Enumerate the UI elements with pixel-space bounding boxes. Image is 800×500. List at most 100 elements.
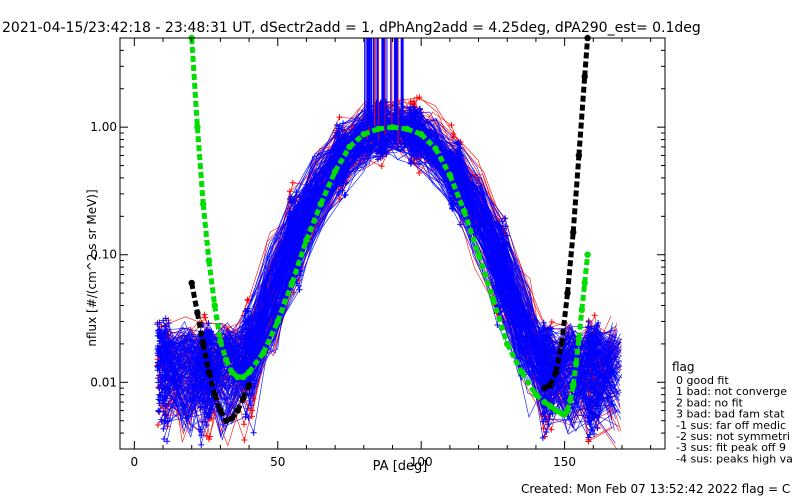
y-axis-label: nflux [#/(cm^2 s sr MeV)] [85, 189, 99, 346]
fit-segment [582, 254, 591, 284]
fit-segment [212, 305, 223, 342]
trace-marker [288, 262, 295, 269]
trace-marker [242, 350, 249, 357]
trace-marker [295, 282, 302, 289]
y-tick-label: 1.00 [90, 120, 117, 134]
fit-segment [206, 260, 218, 306]
trace-marker [207, 433, 214, 440]
legend-entry: -1 sus: far off medic [676, 419, 786, 432]
trace-marker [165, 320, 172, 327]
fit-segment [543, 382, 552, 391]
trace-marker [494, 321, 501, 328]
trace-marker [591, 312, 598, 319]
trace-marker [160, 425, 167, 432]
trace-marker [448, 122, 455, 129]
legend-entry: -3 sus: fit peak off 9 [676, 441, 786, 454]
trace-line [165, 148, 612, 419]
trace-line [159, 127, 617, 424]
trace-marker [587, 431, 594, 438]
trace-marker [334, 153, 341, 160]
fit-segment [565, 232, 576, 294]
trace-marker [163, 395, 170, 402]
fit-segment [189, 37, 200, 128]
fit-segment [225, 416, 233, 424]
fit-segment [362, 126, 380, 137]
trace-marker [291, 218, 298, 225]
trace-marker [377, 153, 384, 160]
fit-segment [476, 253, 496, 300]
trace-marker [539, 434, 546, 441]
fit-segment [218, 409, 229, 422]
fit-segment [543, 400, 552, 409]
fit-segment [548, 404, 558, 413]
fit-segment [392, 124, 408, 132]
fit-segment [562, 409, 570, 416]
fit-segment [576, 309, 585, 339]
trace-marker [457, 221, 464, 228]
trace-line [157, 118, 611, 419]
trace-marker [204, 336, 211, 343]
trace-marker [375, 145, 382, 152]
trace-marker [549, 410, 556, 417]
trace-marker [201, 311, 208, 318]
fit-segment [461, 210, 481, 256]
fit-segment [567, 384, 576, 401]
trace-marker [162, 329, 169, 336]
x-tick-label: 150 [553, 455, 576, 469]
fit-segment [247, 351, 266, 374]
trace-marker [410, 117, 417, 124]
legend-entry: 0 good fit [676, 374, 729, 387]
trace-marker [162, 315, 169, 322]
trace-marker [156, 383, 163, 390]
trace-marker [335, 125, 342, 132]
fit-segment [347, 132, 366, 149]
fit-segment [218, 340, 229, 361]
trace-marker [287, 244, 294, 251]
fit-segment [200, 343, 212, 373]
trace-marker [198, 441, 205, 448]
trace-marker [244, 341, 251, 348]
fit-segment [570, 155, 582, 233]
trace-marker [502, 215, 509, 222]
fit-curve-1 [188, 34, 591, 424]
trace-marker [458, 152, 465, 159]
trace-marker [160, 408, 167, 415]
trace-marker [546, 411, 553, 418]
trace-marker [413, 138, 420, 145]
trace-marker [585, 434, 592, 441]
fit-segment [553, 343, 565, 373]
trace-marker [161, 371, 168, 378]
trace-line [163, 115, 621, 440]
trace-marker [595, 320, 602, 327]
trace-line [168, 127, 619, 417]
trace-marker [408, 157, 415, 164]
trace-marker [595, 411, 602, 418]
fit-segment [447, 174, 467, 213]
trace-marker [154, 421, 161, 428]
trace-marker [335, 138, 342, 145]
trace-marker [289, 255, 296, 262]
fit-segment [582, 37, 591, 77]
fit-segment [332, 145, 352, 173]
fit-segment [189, 282, 200, 314]
fit-segment [318, 170, 338, 206]
trace-marker [593, 381, 600, 388]
trace-marker [498, 287, 505, 294]
trace-marker [585, 318, 592, 325]
y-tick-label: 0.10 [90, 248, 117, 262]
trace-marker [155, 327, 162, 334]
trace-marker [595, 396, 602, 403]
fit-segment [405, 126, 423, 137]
fit-segment [194, 312, 206, 345]
trace-marker [407, 109, 414, 116]
data-layer [154, 34, 623, 449]
trace-marker [541, 343, 548, 350]
trace-marker [587, 333, 594, 340]
trace-marker [290, 208, 297, 215]
trace-marker [247, 402, 254, 409]
trace-marker [158, 348, 165, 355]
fit-segment [235, 397, 246, 412]
trace-marker [498, 226, 505, 233]
trace-marker [493, 285, 500, 292]
